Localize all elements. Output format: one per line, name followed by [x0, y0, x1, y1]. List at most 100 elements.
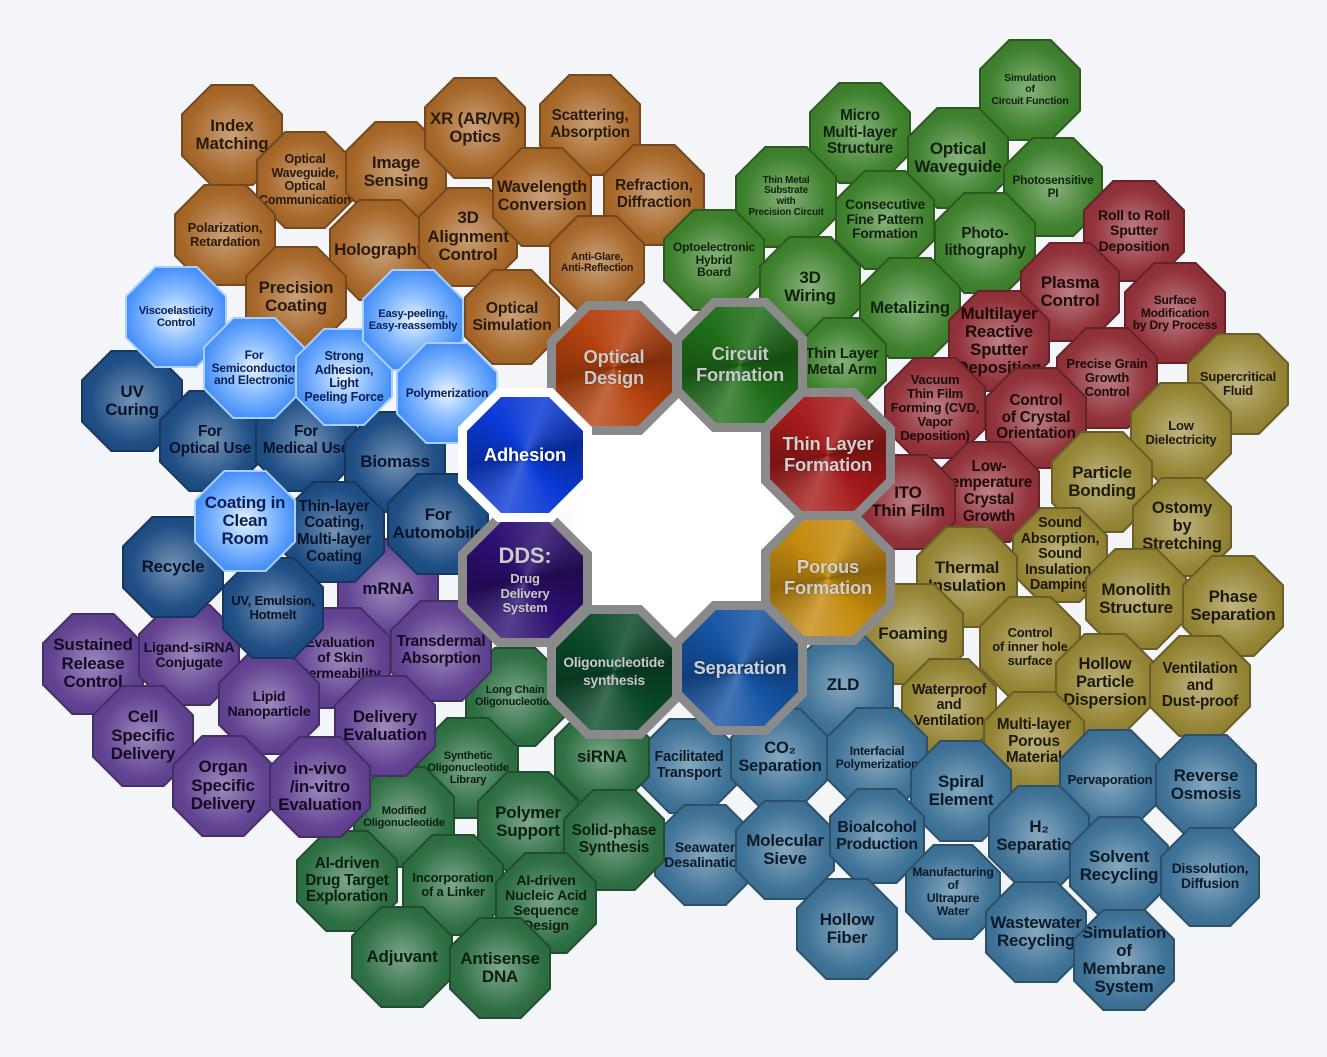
node-label: Vacuum Thin Film Forming (CVD, Vapor Dep… [890, 371, 980, 444]
hub-thin-layer-formation[interactable]: Thin Layer Formation [761, 388, 895, 522]
node-uv-emulsion-hotmelt[interactable]: UV, Emulsion, Hotmelt [222, 557, 324, 659]
node-label: Hollow Particle Dispersion [1063, 655, 1147, 709]
hub-label: Separation [693, 656, 787, 678]
hub-adhesion[interactable]: Adhesion [458, 388, 592, 522]
node-label: UV Curing [105, 381, 159, 419]
node-label: Precision Coating [258, 277, 334, 315]
node-label: Thin-layer Coating, Multi-layer Coating [296, 497, 372, 565]
node-face: Micro Multi-layer Structure [811, 84, 909, 182]
node-label: Optical Waveguide, Optical Communication [259, 152, 351, 207]
node-label: AI-driven Drug Target Exploration [305, 855, 389, 906]
node-label: Optical Waveguide [914, 138, 1002, 176]
node-label: Facilitated Transport [654, 749, 724, 781]
node-label: Refraction, Diffraction [615, 177, 693, 211]
node-antisense-dna[interactable]: Antisense DNA [449, 917, 551, 1019]
node-ai-driven-nucleic-acid-sequence-design[interactable]: AI-driven Nucleic Acid Sequence Design [495, 852, 597, 954]
node-label: Holography [334, 239, 426, 259]
hub-label: Adhesion [483, 443, 567, 465]
node-label: Interfacial Polymerization [835, 744, 919, 771]
node-viscoelasticity-control[interactable]: Viscoelasticity Control [125, 266, 227, 368]
hub-label: DDS: [498, 542, 552, 568]
node-face: Coating in Clean Room [196, 472, 294, 570]
node-strong-adhesion-light-peeling-force[interactable]: Strong Adhesion, Light Peeling Force [295, 328, 393, 426]
node-anti-glare-anti-reflection[interactable]: Anti-Glare, Anti-Reflection [549, 215, 645, 311]
hub-label: Porous Formation [783, 556, 873, 598]
node-face: Manufacturing of Ultrapure Water [907, 846, 999, 938]
node-wavelength-conversion[interactable]: Wavelength Conversion [492, 147, 592, 247]
node-coating-in-clean-room[interactable]: Coating in Clean Room [194, 470, 296, 572]
hub-separation[interactable]: Separation [673, 601, 807, 735]
node-molecular-sieve[interactable]: Molecular Sieve [735, 800, 835, 900]
node-bioalcohol-production[interactable]: Bioalcohol Production [829, 788, 925, 884]
node-label: Waterproof and Ventilation [911, 681, 987, 729]
node-label: Manufacturing of Ultrapure Water [912, 864, 994, 919]
node-label: Supercritical Fluid [1199, 368, 1277, 398]
node-hollow-particle-dispersion[interactable]: Hollow Particle Dispersion [1055, 633, 1155, 733]
node-label: Adjuvant [366, 946, 438, 966]
node-label: Low- temperature Crystal Growth [945, 457, 1033, 525]
node-label: Transdermal Absorption [396, 633, 486, 667]
node-label: Ostomy by Stretching [1142, 499, 1222, 553]
hub-label: Circuit Formation [695, 343, 785, 385]
node-organ-specific-delivery[interactable]: Organ Specific Delivery [172, 735, 274, 837]
node-optoelectronic-hybrid-board[interactable]: Optoelectronic Hybrid Board [663, 209, 765, 311]
node-reverse-osmosis[interactable]: Reverse Osmosis [1155, 734, 1257, 836]
node-label: Antisense DNA [460, 948, 540, 986]
node-label: Delivery Evaluation [343, 706, 427, 744]
node-index-matching[interactable]: Index Matching [181, 84, 283, 186]
node-face: Dissolution, Diffusion [1162, 829, 1258, 925]
hub-face: Porous Formation [770, 520, 886, 636]
node-label: Polymerization [405, 385, 489, 400]
node-label: Phase Separation [1190, 586, 1276, 624]
node-label: Cell Specific Delivery [110, 707, 176, 764]
node-label: Easy-peeling, Easy-reassembly [368, 307, 458, 332]
node-label: Thermal Insulation [928, 557, 1006, 595]
node-label: Recycle [141, 556, 205, 576]
node-for-semiconductor-and-electronic[interactable]: For Semiconductor and Electronic [203, 317, 305, 419]
node-label: Spiral Element [928, 771, 994, 809]
node-face: Vacuum Thin Film Forming (CVD, Vapor Dep… [886, 359, 984, 457]
node-face: Optical Simulation [466, 271, 558, 363]
node-hollow-fiber[interactable]: Hollow Fiber [796, 878, 898, 980]
node-face: Optical Waveguide, Optical Communication [258, 133, 352, 227]
node-simulation-of-membrane-system[interactable]: Simulation of Membrane System [1073, 909, 1175, 1011]
node-solvent-recycling[interactable]: Solvent Recycling [1069, 816, 1169, 916]
node-face: Optoelectronic Hybrid Board [665, 211, 763, 309]
node-optical-simulation[interactable]: Optical Simulation [464, 269, 560, 365]
node-label: Scattering, Absorption [550, 107, 630, 141]
node-thin-layer-coating-multi-layer-coating[interactable]: Thin-layer Coating, Multi-layer Coating [283, 481, 385, 583]
node-ventilation-and-dust-proof[interactable]: Ventilation and Dust-proof [1149, 635, 1251, 737]
node-label: Image Sensing [363, 152, 429, 190]
node-supercritical-fluid[interactable]: Supercritical Fluid [1187, 333, 1289, 435]
node-face: Molecular Sieve [737, 802, 833, 898]
node-label: Sound Absorption, Sound Insulation, Damp… [1020, 515, 1100, 594]
node-label: Biomass [360, 451, 430, 471]
node-wastewater-recycling[interactable]: Wastewater Recycling [985, 881, 1087, 983]
node-dissolution-diffusion[interactable]: Dissolution, Diffusion [1160, 827, 1260, 927]
node-label: Multi-layer Porous Material [996, 716, 1072, 767]
node-label: Consecutive Fine Pattern Formation [845, 196, 925, 242]
node-label: 3D Alignment Control [427, 208, 509, 265]
node-label: Long Chain Oligonucleotide [474, 684, 556, 708]
node-label: Optical Simulation [472, 299, 552, 334]
node-in-vivo-in-vitro-evaluation[interactable]: in-vivo /in-vitro Evaluation [269, 736, 371, 838]
node-face: Wastewater Recycling [987, 883, 1085, 981]
node-consecutive-fine-pattern-formation[interactable]: Consecutive Fine Pattern Formation [835, 170, 935, 270]
hub-optical-design[interactable]: Optical Design [547, 301, 681, 435]
node-label: Photosensitive PI [1012, 173, 1094, 200]
hub-oligonucleotide-synthesis[interactable]: Oligonucleotide synthesis [547, 605, 681, 739]
hub-dds[interactable]: DDS: Drug Delivery System [458, 513, 592, 647]
node-label: Monolith Structure [1099, 579, 1173, 617]
node-face: Hollow Fiber [798, 880, 896, 978]
node-adjuvant[interactable]: Adjuvant [351, 906, 453, 1008]
node-face: Low- temperature Crystal Growth [940, 443, 1038, 541]
node-recycle[interactable]: Recycle [122, 516, 224, 618]
node-label: XR (AR/VR) Optics [430, 108, 520, 146]
node-label: 3D Wiring [784, 267, 836, 305]
node-easy-peeling-easy-reassembly[interactable]: Easy-peeling, Easy-reassembly [362, 269, 464, 371]
node-label: Roll to Roll Sputter Deposition [1098, 207, 1170, 254]
node-face: Monolith Structure [1087, 550, 1185, 648]
node-label: Strong Adhesion, Light Peeling Force [304, 349, 384, 404]
node-photo-lithography[interactable]: Photo- lithography [934, 192, 1036, 294]
